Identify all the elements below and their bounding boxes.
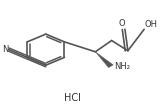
Text: HCl: HCl xyxy=(64,93,81,103)
Text: N: N xyxy=(2,45,8,54)
Text: NH₂: NH₂ xyxy=(115,62,131,71)
Polygon shape xyxy=(95,52,113,68)
Text: O: O xyxy=(119,19,125,28)
Text: OH: OH xyxy=(145,20,158,29)
